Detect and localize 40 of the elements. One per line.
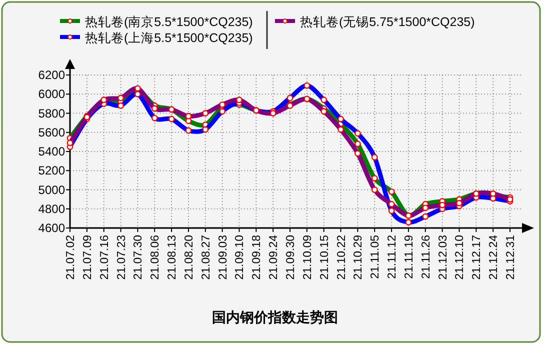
x-tick-label: 21.11.12 xyxy=(386,235,399,279)
legend-label: 热轧卷(上海5.5*1500*CQ235) xyxy=(85,31,253,45)
x-tick-label: 21.08.27 xyxy=(200,235,212,280)
y-tick-label: 6000 xyxy=(38,87,66,102)
x-tick-label: 21.09.30 xyxy=(285,235,297,280)
x-tick-label: 21.12.03 xyxy=(437,235,450,280)
y-tick-label: 6200 xyxy=(38,68,66,82)
x-tick-label: 21.09.18 xyxy=(251,235,264,280)
x-tick-label: 21.09.24 xyxy=(268,234,280,280)
x-tick-label: 21.09.03 xyxy=(217,235,230,280)
x-tick-label: 21.10.22 xyxy=(336,235,348,280)
y-tick-label: 4600 xyxy=(38,221,66,235)
legend-label: 热轧卷(南京5.5*1500*CQ235) xyxy=(85,15,253,29)
y-tick-label: 4800 xyxy=(38,202,66,216)
x-tick-label: 21.11.19 xyxy=(403,235,416,279)
x-tick-label: 21.11.26 xyxy=(420,235,432,279)
x-tick-label: 21.07.09 xyxy=(82,235,94,280)
x-tick-label: 21.10.29 xyxy=(352,235,365,280)
x-tick-label: 21.11.05 xyxy=(370,235,382,279)
x-tick-label: 21.08.06 xyxy=(150,235,162,280)
x-tick-label: 21.12.10 xyxy=(454,235,466,280)
x-tick-label: 21.07.02 xyxy=(65,235,77,280)
text: 国内钢价指数走势图 xyxy=(212,309,338,325)
y-tick-label: 5000 xyxy=(38,182,66,197)
x-tick-label: 21.07.30 xyxy=(132,235,145,280)
x-tick-label: 21.12.24 xyxy=(488,234,500,280)
x-tick-label: 21.10.09 xyxy=(302,235,314,280)
x-tick-label: 21.07.23 xyxy=(116,235,128,280)
x-tick-label: 21.08.20 xyxy=(183,235,196,280)
y-tick-label: 5800 xyxy=(38,106,66,120)
x-tick-label: 21.12.31 xyxy=(505,235,517,280)
y-tick-label: 5200 xyxy=(38,164,66,178)
x-tick-label: 21.12.17 xyxy=(471,235,484,280)
legend-label: 热轧卷(无锡5.75*1500*CQ235) xyxy=(300,15,475,29)
x-tick-label: 21.10.15 xyxy=(318,235,331,280)
x-tick-label: 21.09.10 xyxy=(234,235,246,280)
x-tick-label: 21.07.16 xyxy=(98,235,111,280)
y-tick-label: 5400 xyxy=(38,144,66,158)
y-tick-label: 5600 xyxy=(38,125,66,140)
x-tick-label: 21.08.13 xyxy=(166,235,179,280)
